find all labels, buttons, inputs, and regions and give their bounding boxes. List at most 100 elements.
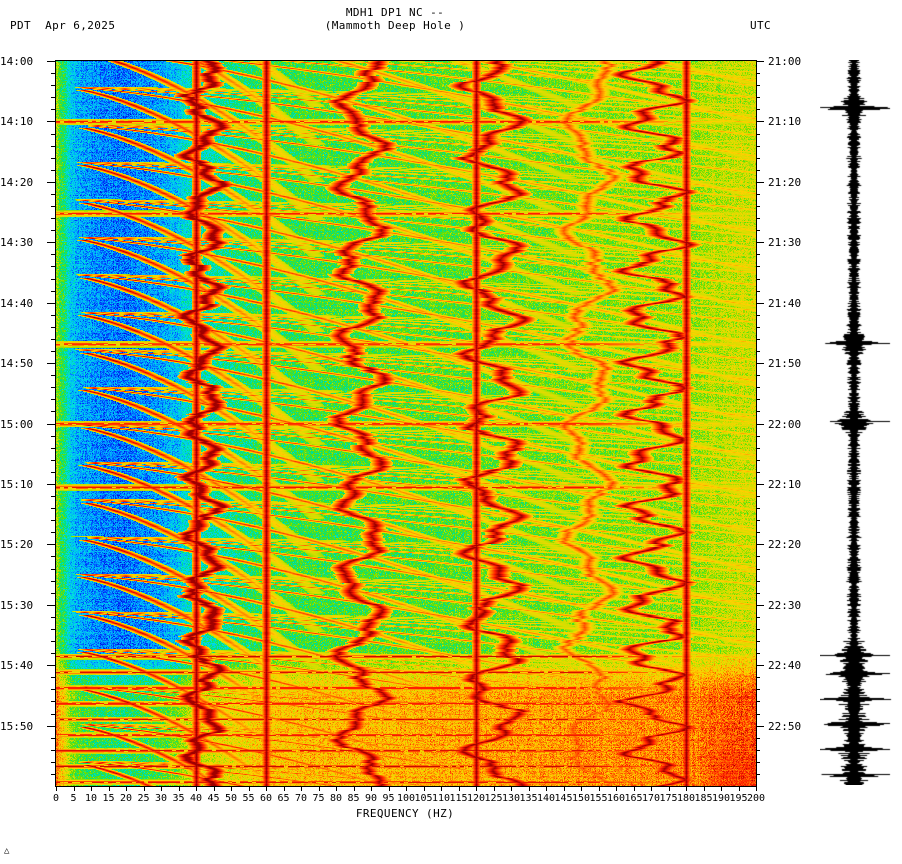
x-tick-label: 10 [84, 793, 98, 804]
y-tick-minor-right [756, 556, 760, 558]
y-tick-right-label: 21:20 [768, 175, 802, 189]
y-tick-left-label: 14:00 [0, 55, 34, 68]
x-tick [56, 786, 57, 791]
y-tick-minor-left [51, 773, 55, 775]
y-tick-minor-right [756, 677, 760, 679]
x-tick-label: 185 [694, 793, 713, 804]
x-tick [266, 786, 267, 791]
y-tick-minor-left [51, 290, 55, 292]
x-tick [441, 786, 442, 791]
y-tick-right-label: 21:00 [768, 55, 802, 68]
y-tick-minor-left [51, 193, 55, 195]
y-tick-minor-left [51, 761, 55, 763]
y-tick-left-label: 15:10 [0, 477, 34, 491]
y-tick-left [47, 302, 55, 304]
x-tick-label: 145 [554, 793, 573, 804]
y-tick-minor-right [756, 568, 760, 570]
x-tick [406, 786, 407, 791]
x-tick [423, 786, 425, 791]
x-tick-label: 60 [259, 793, 273, 804]
y-tick-minor-left [51, 375, 55, 377]
y-tick-minor-left [51, 278, 55, 280]
y-tick-minor-left [51, 677, 55, 679]
y-tick-minor-right [756, 157, 760, 159]
x-tick [143, 786, 145, 791]
y-tick-minor-right [756, 193, 760, 195]
y-tick-minor-right [756, 351, 760, 352]
x-tick [353, 786, 355, 791]
y-tick-left [47, 725, 55, 727]
y-tick-minor-left [51, 97, 55, 99]
y-tick-minor-right [756, 73, 760, 75]
y-tick-left [47, 121, 55, 123]
x-tick-label: 190 [711, 793, 731, 804]
y-tick-right [756, 604, 764, 606]
y-tick-left-label: 15:20 [0, 538, 34, 552]
x-tick [651, 786, 652, 791]
x-tick [301, 786, 302, 791]
x-tick-label: 180 [676, 793, 696, 804]
y-tick-minor-right [756, 387, 760, 389]
y-tick-minor-right [756, 641, 760, 642]
y-tick-minor-left [51, 616, 55, 618]
y-tick-minor-left [51, 713, 55, 715]
y-tick-minor-left [51, 145, 55, 147]
y-tick-right-label: 22:10 [768, 477, 802, 491]
y-tick-minor-right [756, 592, 760, 594]
seismogram-strip[interactable] [820, 60, 892, 785]
x-tick-label: 100 [396, 793, 416, 804]
y-tick-minor-left [51, 411, 55, 413]
y-tick-left-label: 14:20 [0, 175, 34, 189]
spectrogram-plot[interactable] [55, 60, 757, 787]
x-tick [458, 786, 460, 791]
y-tick-minor-left [51, 85, 55, 87]
y-tick-left-label: 15:50 [0, 719, 34, 733]
y-tick-minor-right [756, 254, 760, 256]
y-tick-minor-left [51, 387, 55, 389]
x-tick [721, 786, 722, 791]
x-tick [91, 786, 92, 791]
y-tick-minor-left [51, 206, 55, 207]
y-tick-minor-left [51, 266, 55, 268]
y-tick-right-label: 21:40 [768, 296, 802, 310]
y-tick-left [47, 363, 55, 365]
y-tick-minor-left [51, 254, 55, 256]
y-tick-minor-left [51, 169, 55, 171]
x-tick [126, 786, 127, 791]
y-tick-right-label: 22:30 [768, 598, 802, 612]
x-tick-label: 5 [70, 793, 77, 804]
x-tick [213, 786, 215, 791]
y-tick-right [756, 725, 764, 727]
seismogram-canvas [820, 60, 892, 785]
x-tick [528, 786, 530, 791]
x-tick-label: 15 [102, 793, 115, 804]
header-center: MDH1 DP1 NC -- (Mammoth Deep Hole ) [0, 6, 790, 32]
y-tick-minor-right [756, 713, 760, 715]
x-tick [703, 786, 705, 791]
y-tick-right [756, 544, 764, 546]
x-tick [108, 786, 110, 791]
x-tick-label: 115 [449, 793, 468, 804]
y-tick-minor-right [756, 761, 760, 763]
x-tick [633, 786, 635, 791]
x-tick [598, 786, 600, 791]
y-tick-minor-left [51, 737, 55, 739]
x-tick [546, 786, 547, 791]
x-tick-label: 175 [659, 793, 678, 804]
y-tick-minor-right [756, 218, 760, 220]
y-tick-minor-right [756, 435, 760, 437]
y-tick-left [47, 61, 55, 62]
x-tick [318, 786, 320, 791]
x-tick-label: 130 [501, 793, 521, 804]
y-tick-minor-left [51, 447, 55, 449]
y-tick-minor-left [51, 133, 55, 135]
y-tick-minor-right [756, 508, 760, 510]
x-tick-label: 80 [329, 793, 343, 804]
y-tick-right [756, 242, 764, 244]
y-tick-left [47, 604, 55, 606]
x-tick-label: 90 [364, 793, 378, 804]
y-tick-right-label: 22:50 [768, 719, 802, 733]
y-tick-minor-right [756, 580, 760, 582]
x-tick-label: 200 [746, 793, 766, 804]
